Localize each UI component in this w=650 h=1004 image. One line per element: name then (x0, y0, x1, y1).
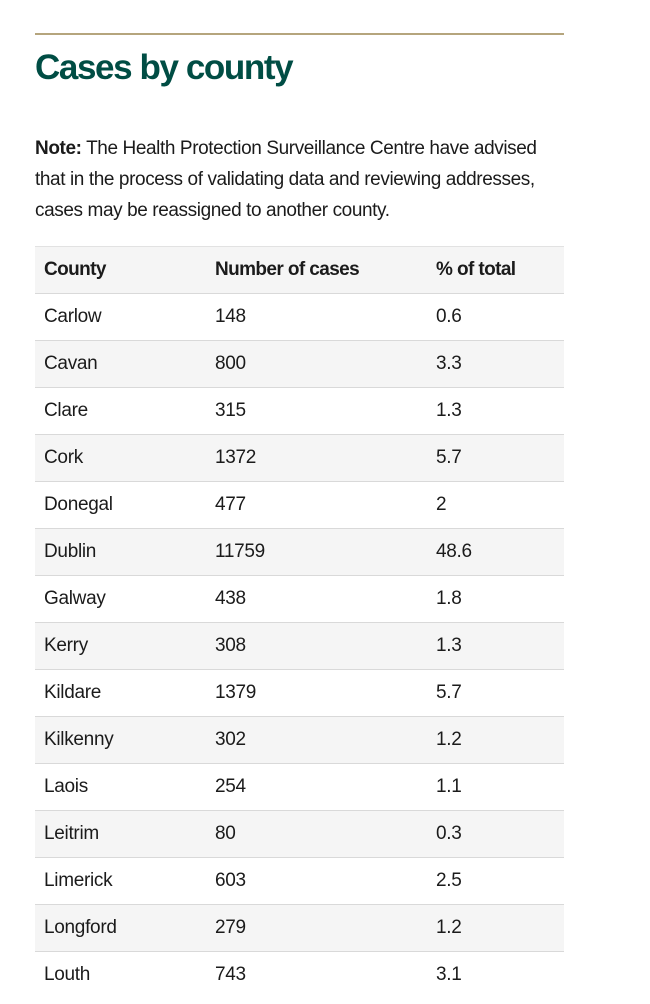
cell-county: Kilkenny (35, 716, 206, 764)
table-row: Leitrim 80 0.3 (35, 810, 564, 858)
cell-percent-of-total: 2 (427, 481, 564, 529)
cell-percent-of-total: 1.2 (427, 716, 564, 764)
table-row: Galway 438 1.8 (35, 575, 564, 623)
cell-percent-of-total: 1.3 (427, 387, 564, 435)
cell-number-of-cases: 603 (206, 857, 427, 905)
cell-percent-of-total: 5.7 (427, 669, 564, 717)
cell-number-of-cases: 1379 (206, 669, 427, 717)
cell-percent-of-total: 1.8 (427, 575, 564, 623)
cell-number-of-cases: 800 (206, 340, 427, 388)
cell-number-of-cases: 477 (206, 481, 427, 529)
cell-county: Kildare (35, 669, 206, 717)
page-title: Cases by county (35, 48, 294, 87)
cell-number-of-cases: 279 (206, 904, 427, 952)
table-row: Louth 743 3.1 (35, 951, 564, 998)
cell-percent-of-total: 0.6 (427, 293, 564, 341)
cell-county: Clare (35, 387, 206, 435)
cell-number-of-cases: 438 (206, 575, 427, 623)
cell-percent-of-total: 5.7 (427, 434, 564, 482)
cell-county: Kerry (35, 622, 206, 670)
cell-percent-of-total: 3.1 (427, 951, 564, 998)
section-divider (35, 33, 564, 35)
table-row: Carlow 148 0.6 (35, 293, 564, 341)
table-header-row: County Number of cases % of total (35, 246, 564, 294)
cases-table: County Number of cases % of total Carlow… (35, 246, 564, 998)
cell-county: Donegal (35, 481, 206, 529)
cell-county: Laois (35, 763, 206, 811)
table-row: Kerry 308 1.3 (35, 622, 564, 670)
cell-county: Cavan (35, 340, 206, 388)
note-paragraph: Note: The Health Protection Surveillance… (35, 133, 564, 226)
cell-percent-of-total: 0.3 (427, 810, 564, 858)
table-row: Limerick 603 2.5 (35, 857, 564, 905)
table-row: Kildare 1379 5.7 (35, 669, 564, 717)
table-row: Kilkenny 302 1.2 (35, 716, 564, 764)
table-row: Longford 279 1.2 (35, 904, 564, 952)
cell-county: Leitrim (35, 810, 206, 858)
cell-percent-of-total: 2.5 (427, 857, 564, 905)
cell-county: Galway (35, 575, 206, 623)
header-percent-of-total: % of total (427, 246, 564, 294)
table-header: County Number of cases % of total (35, 246, 564, 294)
header-county: County (35, 246, 206, 294)
header-number-of-cases: Number of cases (206, 246, 427, 294)
cell-percent-of-total: 1.2 (427, 904, 564, 952)
table-row: Cork 1372 5.7 (35, 434, 564, 482)
table-row: Donegal 477 2 (35, 481, 564, 529)
table-body: Carlow 148 0.6 Cavan 800 3.3 Clare 315 1.3 Cork 13… (35, 293, 564, 998)
cell-number-of-cases: 743 (206, 951, 427, 998)
table-row: Dublin 11759 48.6 (35, 528, 564, 576)
cell-number-of-cases: 302 (206, 716, 427, 764)
cell-number-of-cases: 80 (206, 810, 427, 858)
cell-number-of-cases: 148 (206, 293, 427, 341)
cell-number-of-cases: 308 (206, 622, 427, 670)
cell-number-of-cases: 315 (206, 387, 427, 435)
cell-percent-of-total: 1.1 (427, 763, 564, 811)
cell-county: Limerick (35, 857, 206, 905)
cell-percent-of-total: 3.3 (427, 340, 564, 388)
cell-county: Louth (35, 951, 206, 998)
cell-county: Dublin (35, 528, 206, 576)
table-row: Clare 315 1.3 (35, 387, 564, 435)
table-row: Cavan 800 3.3 (35, 340, 564, 388)
cell-number-of-cases: 1372 (206, 434, 427, 482)
cell-county: Longford (35, 904, 206, 952)
cell-percent-of-total: 48.6 (427, 528, 564, 576)
table-row: Laois 254 1.1 (35, 763, 564, 811)
cell-number-of-cases: 11759 (206, 528, 427, 576)
cell-county: Cork (35, 434, 206, 482)
cell-county: Carlow (35, 293, 206, 341)
cell-number-of-cases: 254 (206, 763, 427, 811)
note-label: Note: (35, 138, 82, 159)
cell-percent-of-total: 1.3 (427, 622, 564, 670)
note-text: The Health Protection Surveillance Centr… (35, 138, 537, 221)
